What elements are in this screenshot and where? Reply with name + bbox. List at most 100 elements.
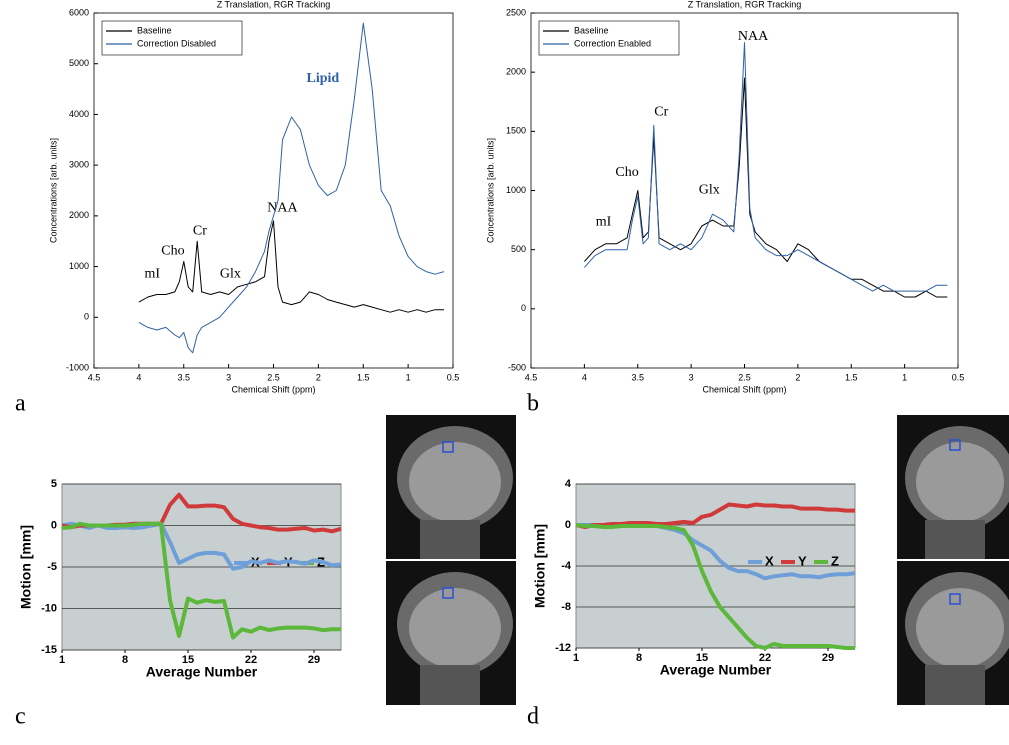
x-axis-label: Average Number	[146, 664, 258, 680]
x-tick-label: 3.5	[631, 372, 644, 382]
legend-box	[101, 20, 243, 56]
peak-annotation: Glx	[220, 266, 241, 281]
series-line	[61, 521, 341, 640]
y-tick-label: 4000	[69, 109, 89, 119]
x-tick-label: 3	[689, 372, 694, 382]
mri-image-d	[897, 415, 1009, 705]
peak-annotation: Cr	[193, 223, 207, 238]
x-tick-label: 3.5	[177, 372, 190, 382]
peak-annotation: NAA	[738, 29, 769, 44]
legend-box	[538, 20, 680, 56]
legend-label: Correction Disabled	[137, 38, 216, 48]
x-tick-label: 4.5	[88, 372, 101, 382]
y-tick-label: 3000	[69, 160, 89, 170]
x-tick-label: 2.5	[738, 372, 751, 382]
y-tick-label: 0	[521, 303, 526, 313]
y-tick-label: 2500	[506, 7, 526, 17]
series-line	[584, 42, 948, 292]
panel-letter: c	[15, 704, 26, 730]
y-tick-label: 1000	[506, 185, 526, 195]
y-tick-label: 4	[565, 478, 572, 490]
legend-label: Z	[831, 553, 839, 568]
peak-annotation: mI	[596, 215, 612, 230]
series-line	[138, 22, 445, 354]
y-tick-label: 1000	[69, 261, 89, 271]
panel-letter: b	[527, 391, 539, 417]
x-tick-label: 1	[902, 372, 907, 382]
x-tick-label: 1	[573, 652, 579, 664]
chart-panel: -500 0 500 1000 1500 2000 2500 4.5 4 3.5 3 2.5 2 1.5 1…	[485, 0, 964, 417]
x-tick-label: 8	[636, 652, 642, 664]
peak-annotation: Lipid	[307, 71, 340, 86]
y-axis-label: Motion [mm]	[18, 525, 34, 609]
y-tick-label: -4	[561, 560, 572, 572]
series-line	[575, 523, 855, 650]
y-tick-label: -1000	[66, 362, 89, 372]
x-tick-label: 4	[582, 372, 587, 382]
y-tick-label: 5	[51, 478, 57, 490]
x-tick-label: 0.5	[952, 372, 965, 382]
chart-title: Z Translation, RGR Tracking	[688, 0, 802, 9]
y-tick-label: 1500	[506, 126, 526, 136]
x-tick-label: 4.5	[525, 372, 538, 382]
peak-annotation: Cr	[654, 105, 668, 120]
y-tick-label: -10	[41, 602, 57, 614]
chart-title: Z Translation, RGR Tracking	[217, 0, 331, 9]
x-tick-label: 8	[122, 654, 128, 666]
y-tick-label: 6000	[69, 7, 89, 17]
y-tick-label: -15	[41, 644, 57, 656]
x-tick-label: 2	[795, 372, 800, 382]
legend-label: Baseline	[574, 25, 609, 35]
legend-label: Baseline	[137, 25, 172, 35]
x-tick-label: 22	[759, 652, 771, 664]
x-tick-label: 15	[182, 654, 194, 666]
y-tick-label: -12	[555, 642, 571, 654]
x-tick-label: 1.5	[357, 372, 370, 382]
plot-area	[93, 12, 454, 369]
peak-annotation: mI	[145, 266, 161, 281]
x-tick-label: 15	[696, 652, 708, 664]
x-tick-label: 22	[245, 654, 257, 666]
y-tick-label: 500	[511, 244, 526, 254]
y-tick-label: 0	[84, 312, 89, 322]
peak-annotation: Cho	[615, 165, 638, 180]
series-line	[138, 220, 444, 313]
y-tick-label: -5	[47, 561, 57, 573]
x-tick-label: 0.5	[447, 372, 460, 382]
x-axis-label: Chemical Shift (ppm)	[231, 384, 315, 394]
y-tick-label: 5000	[69, 58, 89, 68]
x-tick-label: 1	[59, 654, 65, 666]
legend-label: Y	[798, 553, 807, 568]
mri-image-c	[386, 415, 516, 705]
y-tick-label: 0	[51, 519, 57, 531]
x-tick-label: 29	[822, 652, 834, 664]
panel-letter: a	[15, 391, 26, 417]
y-axis-label: Concentrations [arb. units]	[485, 138, 495, 243]
peak-annotation: Glx	[699, 183, 720, 198]
series-line	[575, 502, 855, 529]
x-tick-label: 29	[308, 654, 320, 666]
y-tick-label: 2000	[69, 210, 89, 220]
x-tick-label: 4	[136, 372, 141, 382]
y-tick-label: 2000	[506, 67, 526, 77]
peak-annotation: NAA	[267, 200, 298, 215]
x-axis-label: Average Number	[660, 662, 772, 678]
y-tick-label: 0	[565, 519, 571, 531]
x-tick-label: 3	[226, 372, 231, 382]
y-tick-label: -8	[561, 601, 571, 613]
legend-label: X	[765, 553, 774, 568]
chart-panel: -1000 0 1000 2000 3000 4000 5000 6000 4.5 4 3.5 3 2.…	[15, 0, 459, 417]
panel-letter: d	[527, 704, 539, 730]
legend-label: Correction Enabled	[574, 38, 651, 48]
x-axis-label: Chemical Shift (ppm)	[702, 384, 786, 394]
y-axis-label: Concentrations [arb. units]	[48, 138, 58, 243]
x-tick-label: 2.5	[267, 372, 280, 382]
x-tick-label: 2	[316, 372, 321, 382]
x-tick-label: 1.5	[845, 372, 858, 382]
peak-annotation: Cho	[161, 244, 184, 259]
y-tick-label: -500	[508, 362, 526, 372]
x-tick-label: 1	[406, 372, 411, 382]
series-line	[61, 521, 342, 571]
y-axis-label: Motion [mm]	[532, 524, 548, 608]
